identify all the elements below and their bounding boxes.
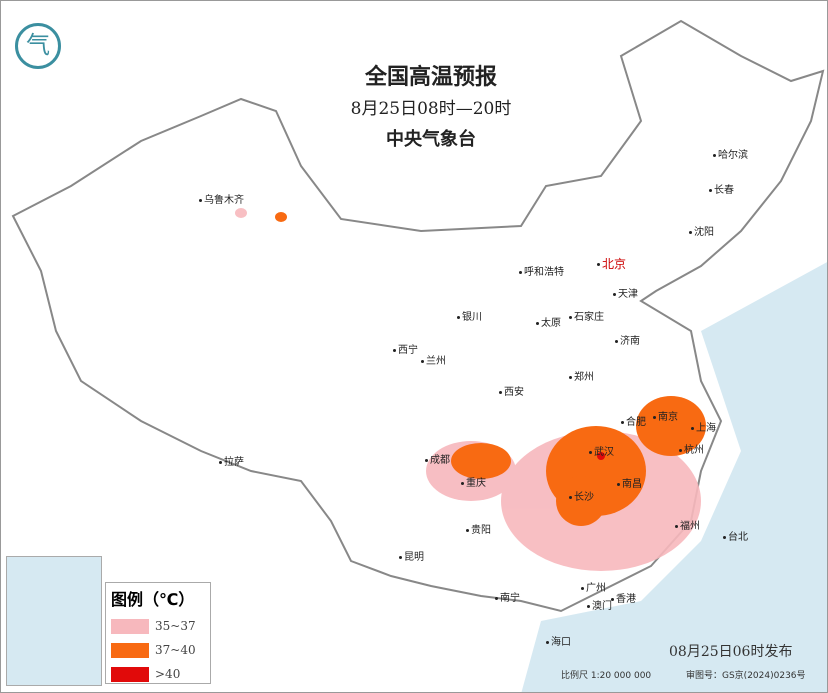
legend-label: >40 <box>155 667 181 681</box>
city-label: 重庆 <box>461 474 486 489</box>
legend-swatch <box>111 666 149 682</box>
city-label: 杭州 <box>679 441 704 456</box>
city-label: 太原 <box>536 314 561 329</box>
city-label: 天津 <box>613 285 638 300</box>
city-label: 合肥 <box>621 413 646 428</box>
map-title: 全国高温预报 <box>364 64 497 90</box>
city-label: 南京 <box>653 408 678 423</box>
city-label: 海口 <box>546 633 571 648</box>
legend-label: 35~37 <box>155 619 196 633</box>
city-label: 济南 <box>615 332 640 347</box>
city-label: 西安 <box>499 383 524 398</box>
legend-swatch <box>111 618 149 634</box>
city-label: 乌鲁木齐 <box>199 191 244 206</box>
city-label: 贵阳 <box>466 521 491 536</box>
city-label: 沈阳 <box>689 223 714 238</box>
scale-text: 比例尺 1:20 000 000 <box>561 671 652 681</box>
city-label: 兰州 <box>421 352 446 367</box>
sea-area <box>521 262 827 692</box>
legend: 图例（℃） 35~37 37~40 >40 <box>105 582 211 684</box>
review-number: 审图号：GS京(2024)0236号 <box>686 671 806 681</box>
city-label: 银川 <box>457 308 482 323</box>
city-label: 郑州 <box>569 368 594 383</box>
city-label: 南昌 <box>617 475 642 490</box>
city-label: 上海 <box>691 419 716 434</box>
city-label: 南宁 <box>495 589 520 604</box>
issuer: 中央气象台 <box>386 129 476 150</box>
city-label: 长春 <box>709 181 734 196</box>
city-label: 台北 <box>723 528 748 543</box>
city-label: 成都 <box>425 451 450 466</box>
city-label: 呼和浩特 <box>519 263 564 278</box>
city-label: 石家庄 <box>569 308 604 323</box>
publish-time: 08月25日06时发布 <box>669 644 793 660</box>
legend-item: 37~40 <box>111 638 205 662</box>
south-china-sea-inset <box>6 556 102 686</box>
city-label: 香港 <box>611 590 636 605</box>
city-label: 北京 <box>597 255 626 272</box>
legend-title: 图例（℃） <box>111 590 195 609</box>
city-label: 哈尔滨 <box>713 146 748 161</box>
city-label: 拉萨 <box>219 453 244 468</box>
city-label: 广州 <box>581 579 606 594</box>
time-range: 8月25日08时—20时 <box>350 99 512 119</box>
cma-logo: 气 <box>15 23 61 69</box>
city-label: 长沙 <box>569 488 594 503</box>
legend-item: >40 <box>111 662 205 686</box>
legend-swatch <box>111 642 149 658</box>
legend-item: 35~37 <box>111 614 205 638</box>
city-label: 西宁 <box>393 341 418 356</box>
city-label: 武汉 <box>589 443 614 458</box>
city-label: 昆明 <box>399 548 424 563</box>
legend-label: 37~40 <box>155 643 196 657</box>
city-label: 澳门 <box>587 597 612 612</box>
city-label: 福州 <box>675 517 700 532</box>
